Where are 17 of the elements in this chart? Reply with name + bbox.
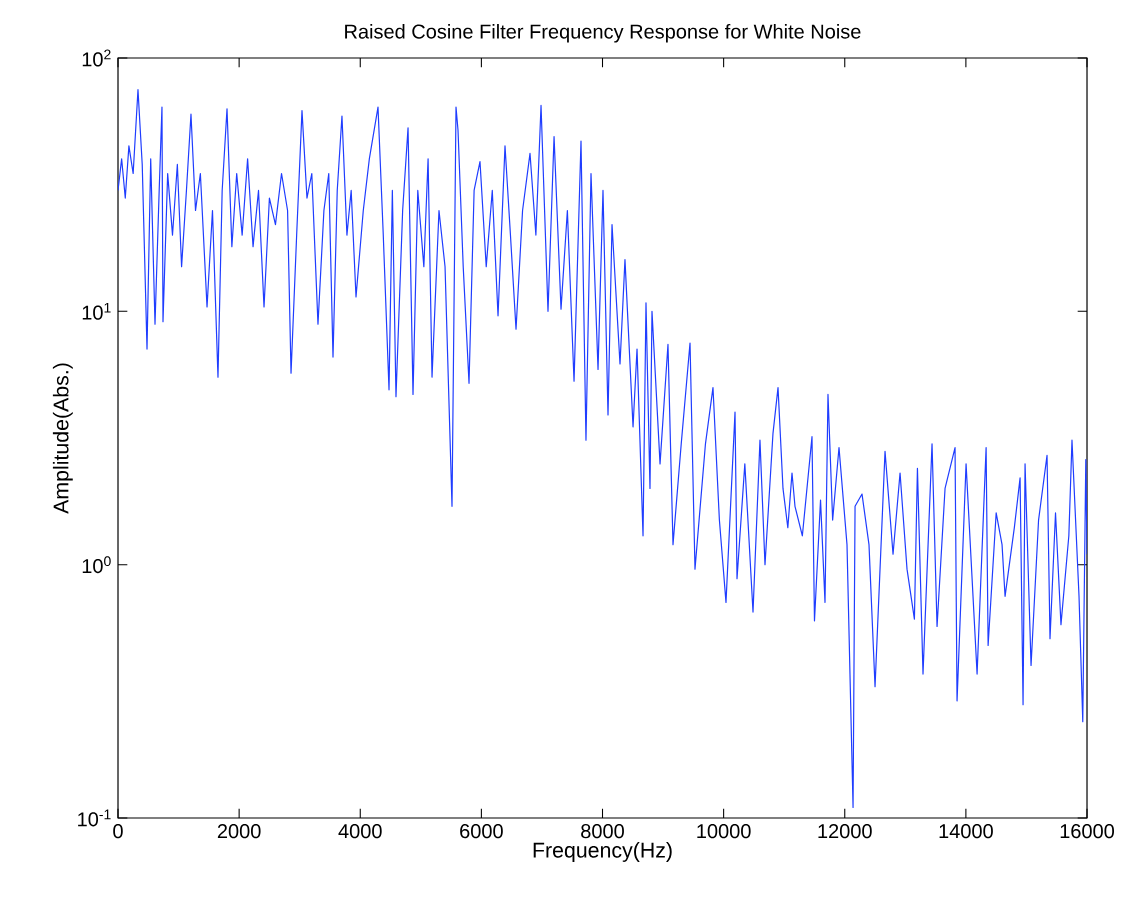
y-axis-title: Amplitude(Abs.) (52, 363, 73, 514)
x-tick-label: 2000 (217, 824, 261, 839)
y-tick-label: 10$^{2}$ (82, 49, 111, 67)
x-tick-label: 14000 (939, 824, 993, 839)
x-tick-label: 4000 (338, 824, 382, 839)
x-tick-label: 10000 (697, 824, 751, 839)
x-tick-label: 0 (113, 824, 123, 839)
x-tick-label: 12000 (818, 824, 872, 839)
x-axis-title: Frequency(Hz) (533, 842, 672, 862)
x-tick-label: 8000 (581, 824, 624, 839)
line-series (118, 89, 1088, 809)
y-tick-label: 10$^{1}$ (82, 302, 111, 320)
x-tick-label: 6000 (460, 824, 503, 839)
chart-title: Raised Cosine Filter Frequency Response for White Noise (345, 23, 861, 43)
y-tick-label: 10$^{-1}$ (78, 809, 111, 827)
y-tick-label: 10$^{0}$ (82, 556, 111, 574)
x-tick-label: 16000 (1060, 824, 1115, 839)
